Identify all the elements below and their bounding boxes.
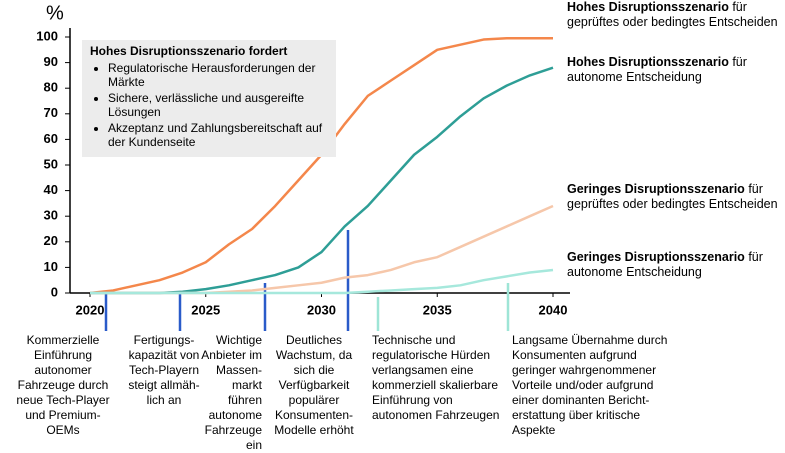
box-item: Regulatorische Herausforderungen der Mär… — [108, 61, 328, 89]
y-tick-label: 70 — [44, 105, 58, 120]
y-tick-label: 100 — [36, 28, 58, 43]
box-item: Sichere, verlässliche und ausgereifte Lö… — [108, 91, 328, 119]
legend-decision: für autonome Entscheidung — [567, 250, 763, 279]
y-tick-label: 60 — [44, 131, 58, 146]
page: {"chart_data": { "type": "line", "y_labe… — [0, 0, 785, 439]
legend-scenario: Geringes Disruptionsszenario — [567, 182, 745, 196]
legend-scenario: Hohes Disruptionsszenario — [567, 0, 729, 14]
y-tick-label: 80 — [44, 80, 58, 95]
info-box: Hohes Disruptionsszenario fordert Regula… — [82, 40, 336, 157]
y-tick-label: 0 — [51, 284, 58, 299]
milestone-note: Kommerzielle Einführung autonomer Fahrze… — [16, 333, 110, 437]
legend-decision: für geprüftes oder bedingtes Entscheiden — [567, 0, 778, 29]
box-title: Hohes Disruptionsszenario fordert — [90, 44, 288, 58]
y-tick-label: 20 — [44, 233, 58, 248]
x-tick-label: 2030 — [307, 302, 336, 317]
legend-entry: Hohes Disruptionsszenario für autonome E… — [567, 55, 782, 85]
box-list: Regulatorische Herausforderungen der Mär… — [90, 61, 328, 149]
milestone-note: Deutliches Wachstum, da sich die Verfügb… — [274, 333, 354, 437]
x-tick-label: 2040 — [539, 302, 568, 317]
milestone-note: Wichtige Anbieter im Massen- markt führe… — [201, 333, 262, 452]
milestone-note: Technische und regulatorische Hürden ver… — [372, 333, 500, 422]
legend-entry: Geringes Disruptionsszenario für geprüft… — [567, 182, 782, 212]
x-tick-label: 2035 — [423, 302, 452, 317]
legend-decision: für autonome Entscheidung — [567, 55, 747, 84]
y-tick-label: 90 — [44, 54, 58, 69]
milestone-note: Langsame Übernahme durch Konsumenten auf… — [512, 333, 668, 437]
y-tick-label: 40 — [44, 182, 58, 197]
y-axis-label: % — [46, 2, 64, 24]
box-item: Akzeptanz und Zahlungsbereitschaft auf d… — [108, 121, 328, 149]
series-line — [90, 268, 554, 295]
x-tick-label: 2025 — [191, 302, 220, 317]
milestone-note: Fertigungs- kapazität von Tech-Playern s… — [128, 333, 200, 407]
legend-scenario: Hohes Disruptionsszenario — [567, 55, 729, 69]
y-tick-label: 50 — [44, 156, 58, 171]
milestones — [104, 230, 510, 331]
y-tick-label: 10 — [44, 259, 58, 274]
legend-decision: für geprüftes oder bedingtes Entscheiden — [567, 182, 778, 211]
legend-entry: Geringes Disruptionsszenario für autonom… — [567, 250, 782, 280]
y-tick-label: 30 — [44, 208, 58, 223]
x-tick-label: 2020 — [76, 302, 105, 317]
legend-entry: Hohes Disruptionsszenario für geprüftes … — [567, 0, 782, 30]
legend-scenario: Geringes Disruptionsszenario — [567, 250, 745, 264]
